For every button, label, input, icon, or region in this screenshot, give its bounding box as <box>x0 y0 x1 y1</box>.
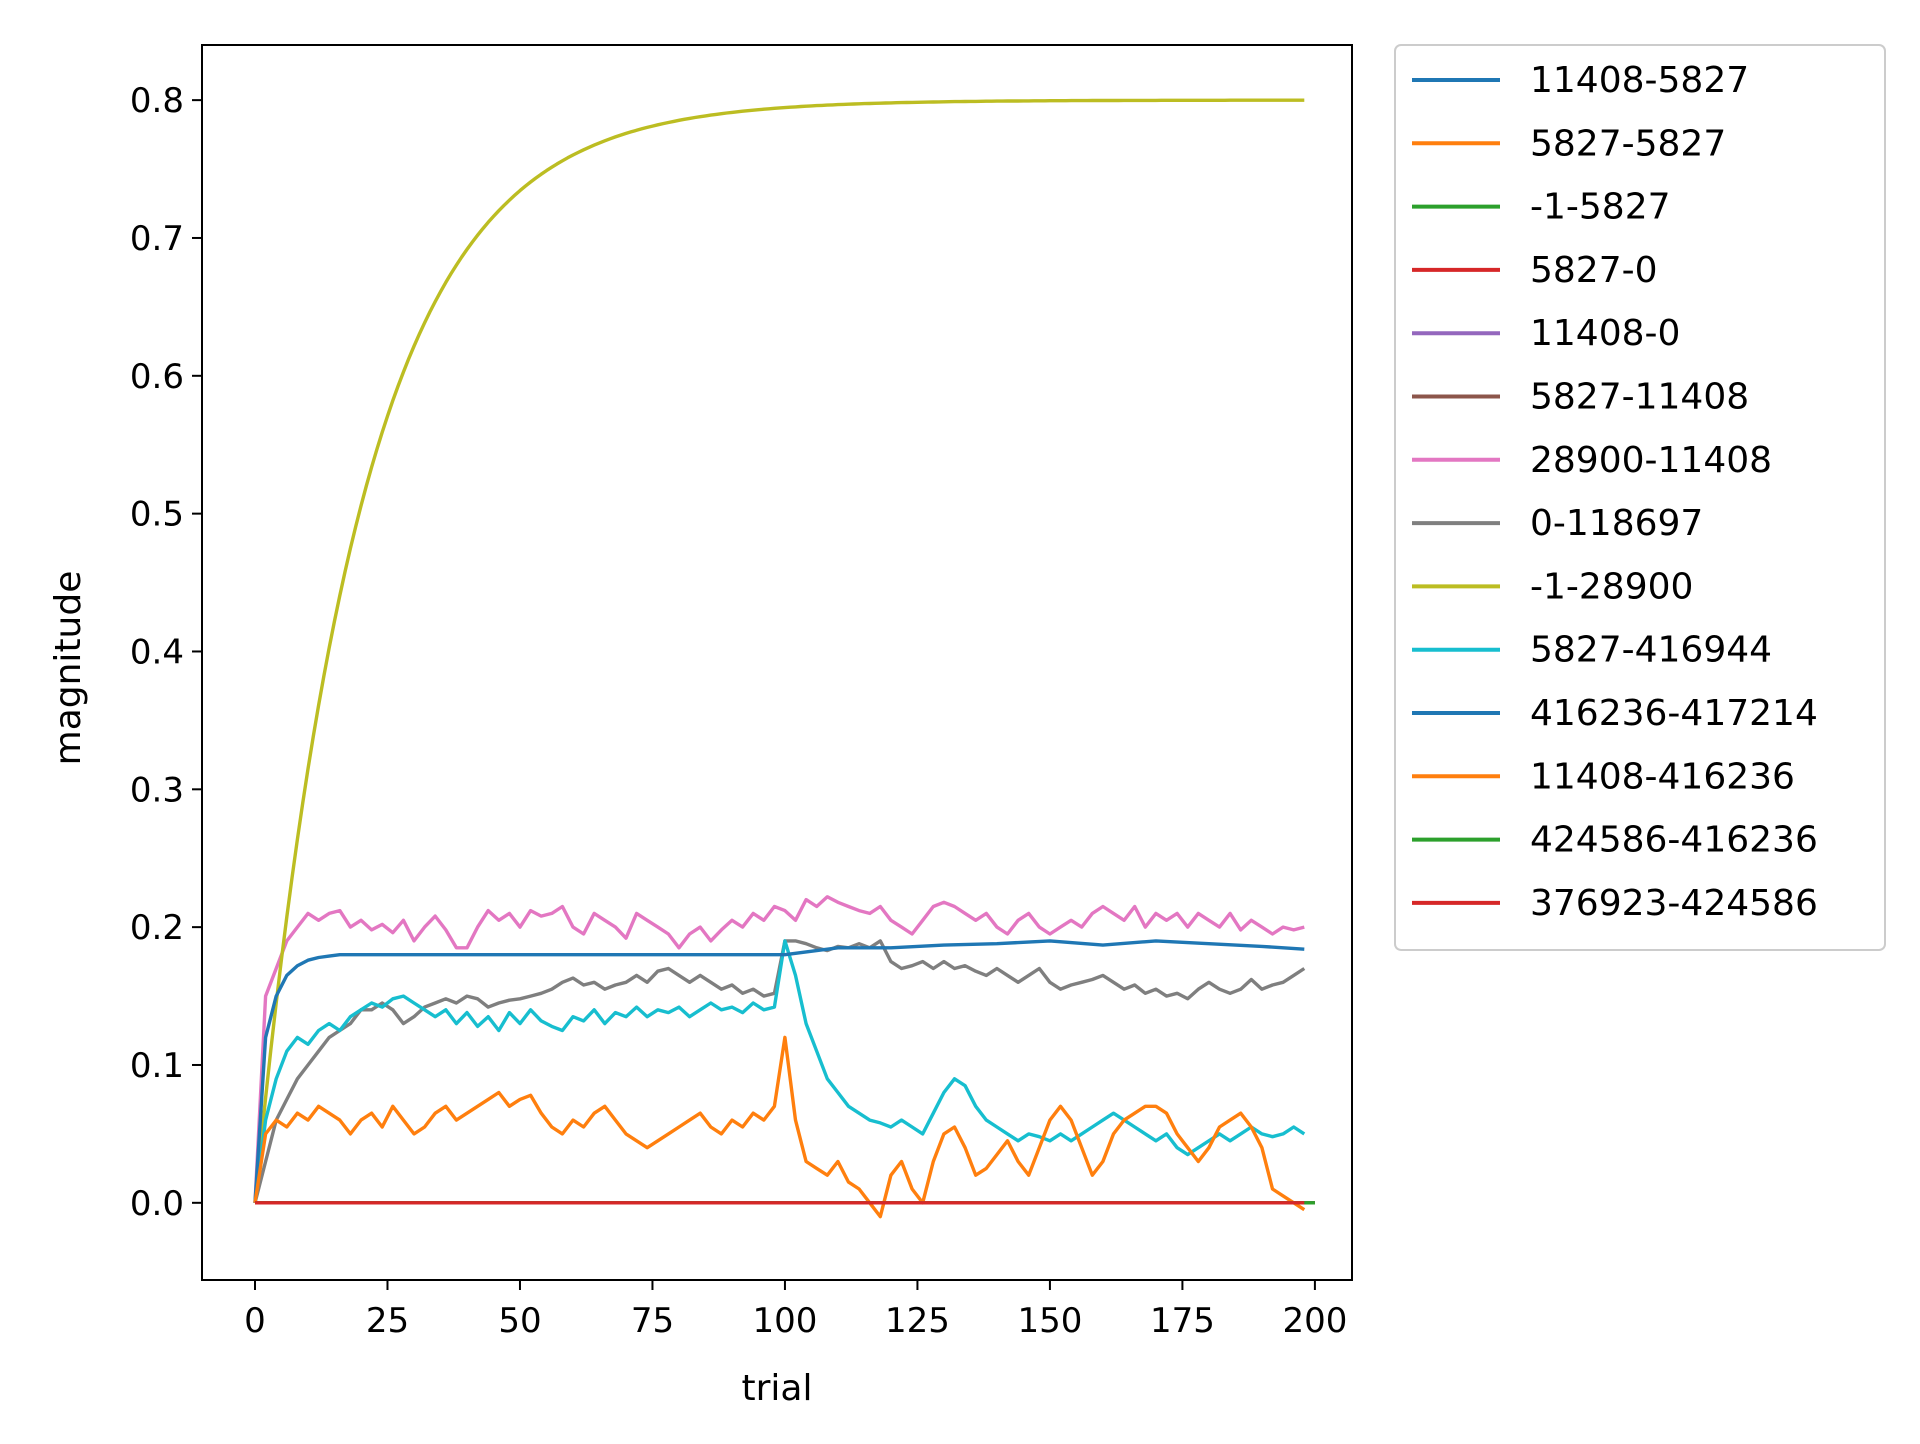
y-tick-label: 0.0 <box>130 1184 184 1224</box>
series-line <box>253 895 1305 1203</box>
x-axis: 0 25 50 75 100 125 150 175 200 <box>244 1280 1347 1341</box>
legend-entry: -1-28900 <box>1530 566 1693 607</box>
y-tick-label: 0.4 <box>130 632 184 672</box>
x-tick-label: 200 <box>1282 1301 1347 1341</box>
legend-entry: 0-118697 <box>1530 503 1703 544</box>
x-tick-label: 175 <box>1150 1301 1215 1341</box>
legend-entry: 416236-417214 <box>1530 693 1818 734</box>
legend-entry: 5827-11408 <box>1530 377 1749 418</box>
legend-entry: 11408-0 <box>1530 313 1680 354</box>
legend-entry: 11408-5827 <box>1530 60 1749 101</box>
y-tick-label: 0.6 <box>130 357 184 397</box>
legend-entry: 5827-0 <box>1530 250 1658 291</box>
y-tick-label: 0.8 <box>130 81 184 121</box>
legend-entry: 5827-416944 <box>1530 630 1772 671</box>
plot-lines <box>253 98 1315 1219</box>
y-tick-label: 0.3 <box>130 770 184 810</box>
y-axis-label: magnitude <box>48 571 89 766</box>
legend-entry: 11408-416236 <box>1530 756 1795 797</box>
x-tick-label: 50 <box>498 1301 541 1341</box>
y-axis: 0.0 0.1 0.2 0.3 0.4 0.5 0.6 0.7 0.8 <box>130 81 202 1224</box>
legend-entry: 376923-424586 <box>1530 883 1818 924</box>
x-tick-label: 125 <box>885 1301 950 1341</box>
legend-frame <box>1394 44 1886 951</box>
y-tick-label: 0.1 <box>130 1046 184 1086</box>
y-tick-label: 0.5 <box>130 495 184 535</box>
series-line <box>253 939 1305 1203</box>
plot-frame <box>201 44 1353 1281</box>
x-tick-label: 25 <box>366 1301 409 1341</box>
y-tick-label: 0.2 <box>130 908 184 948</box>
series-line <box>253 1035 1306 1219</box>
legend-entry: 28900-11408 <box>1530 440 1772 481</box>
x-tick-label: 75 <box>631 1301 674 1341</box>
y-tick-label: 0.7 <box>130 219 184 259</box>
series-line <box>253 98 1305 1203</box>
legend-entry: 5827-5827 <box>1530 123 1726 164</box>
x-tick-label: 0 <box>244 1301 266 1341</box>
legend: 11408-5827 5827-5827 -1-5827 5827-0 11408-0 5… <box>1394 44 1886 951</box>
legend-entry: 424586-416236 <box>1530 820 1818 861</box>
x-tick-label: 150 <box>1017 1301 1082 1341</box>
x-tick-label: 100 <box>752 1301 817 1341</box>
x-axis-label: trial <box>742 1368 813 1409</box>
legend-entry: -1-5827 <box>1530 187 1671 228</box>
series-line <box>253 939 1306 1204</box>
